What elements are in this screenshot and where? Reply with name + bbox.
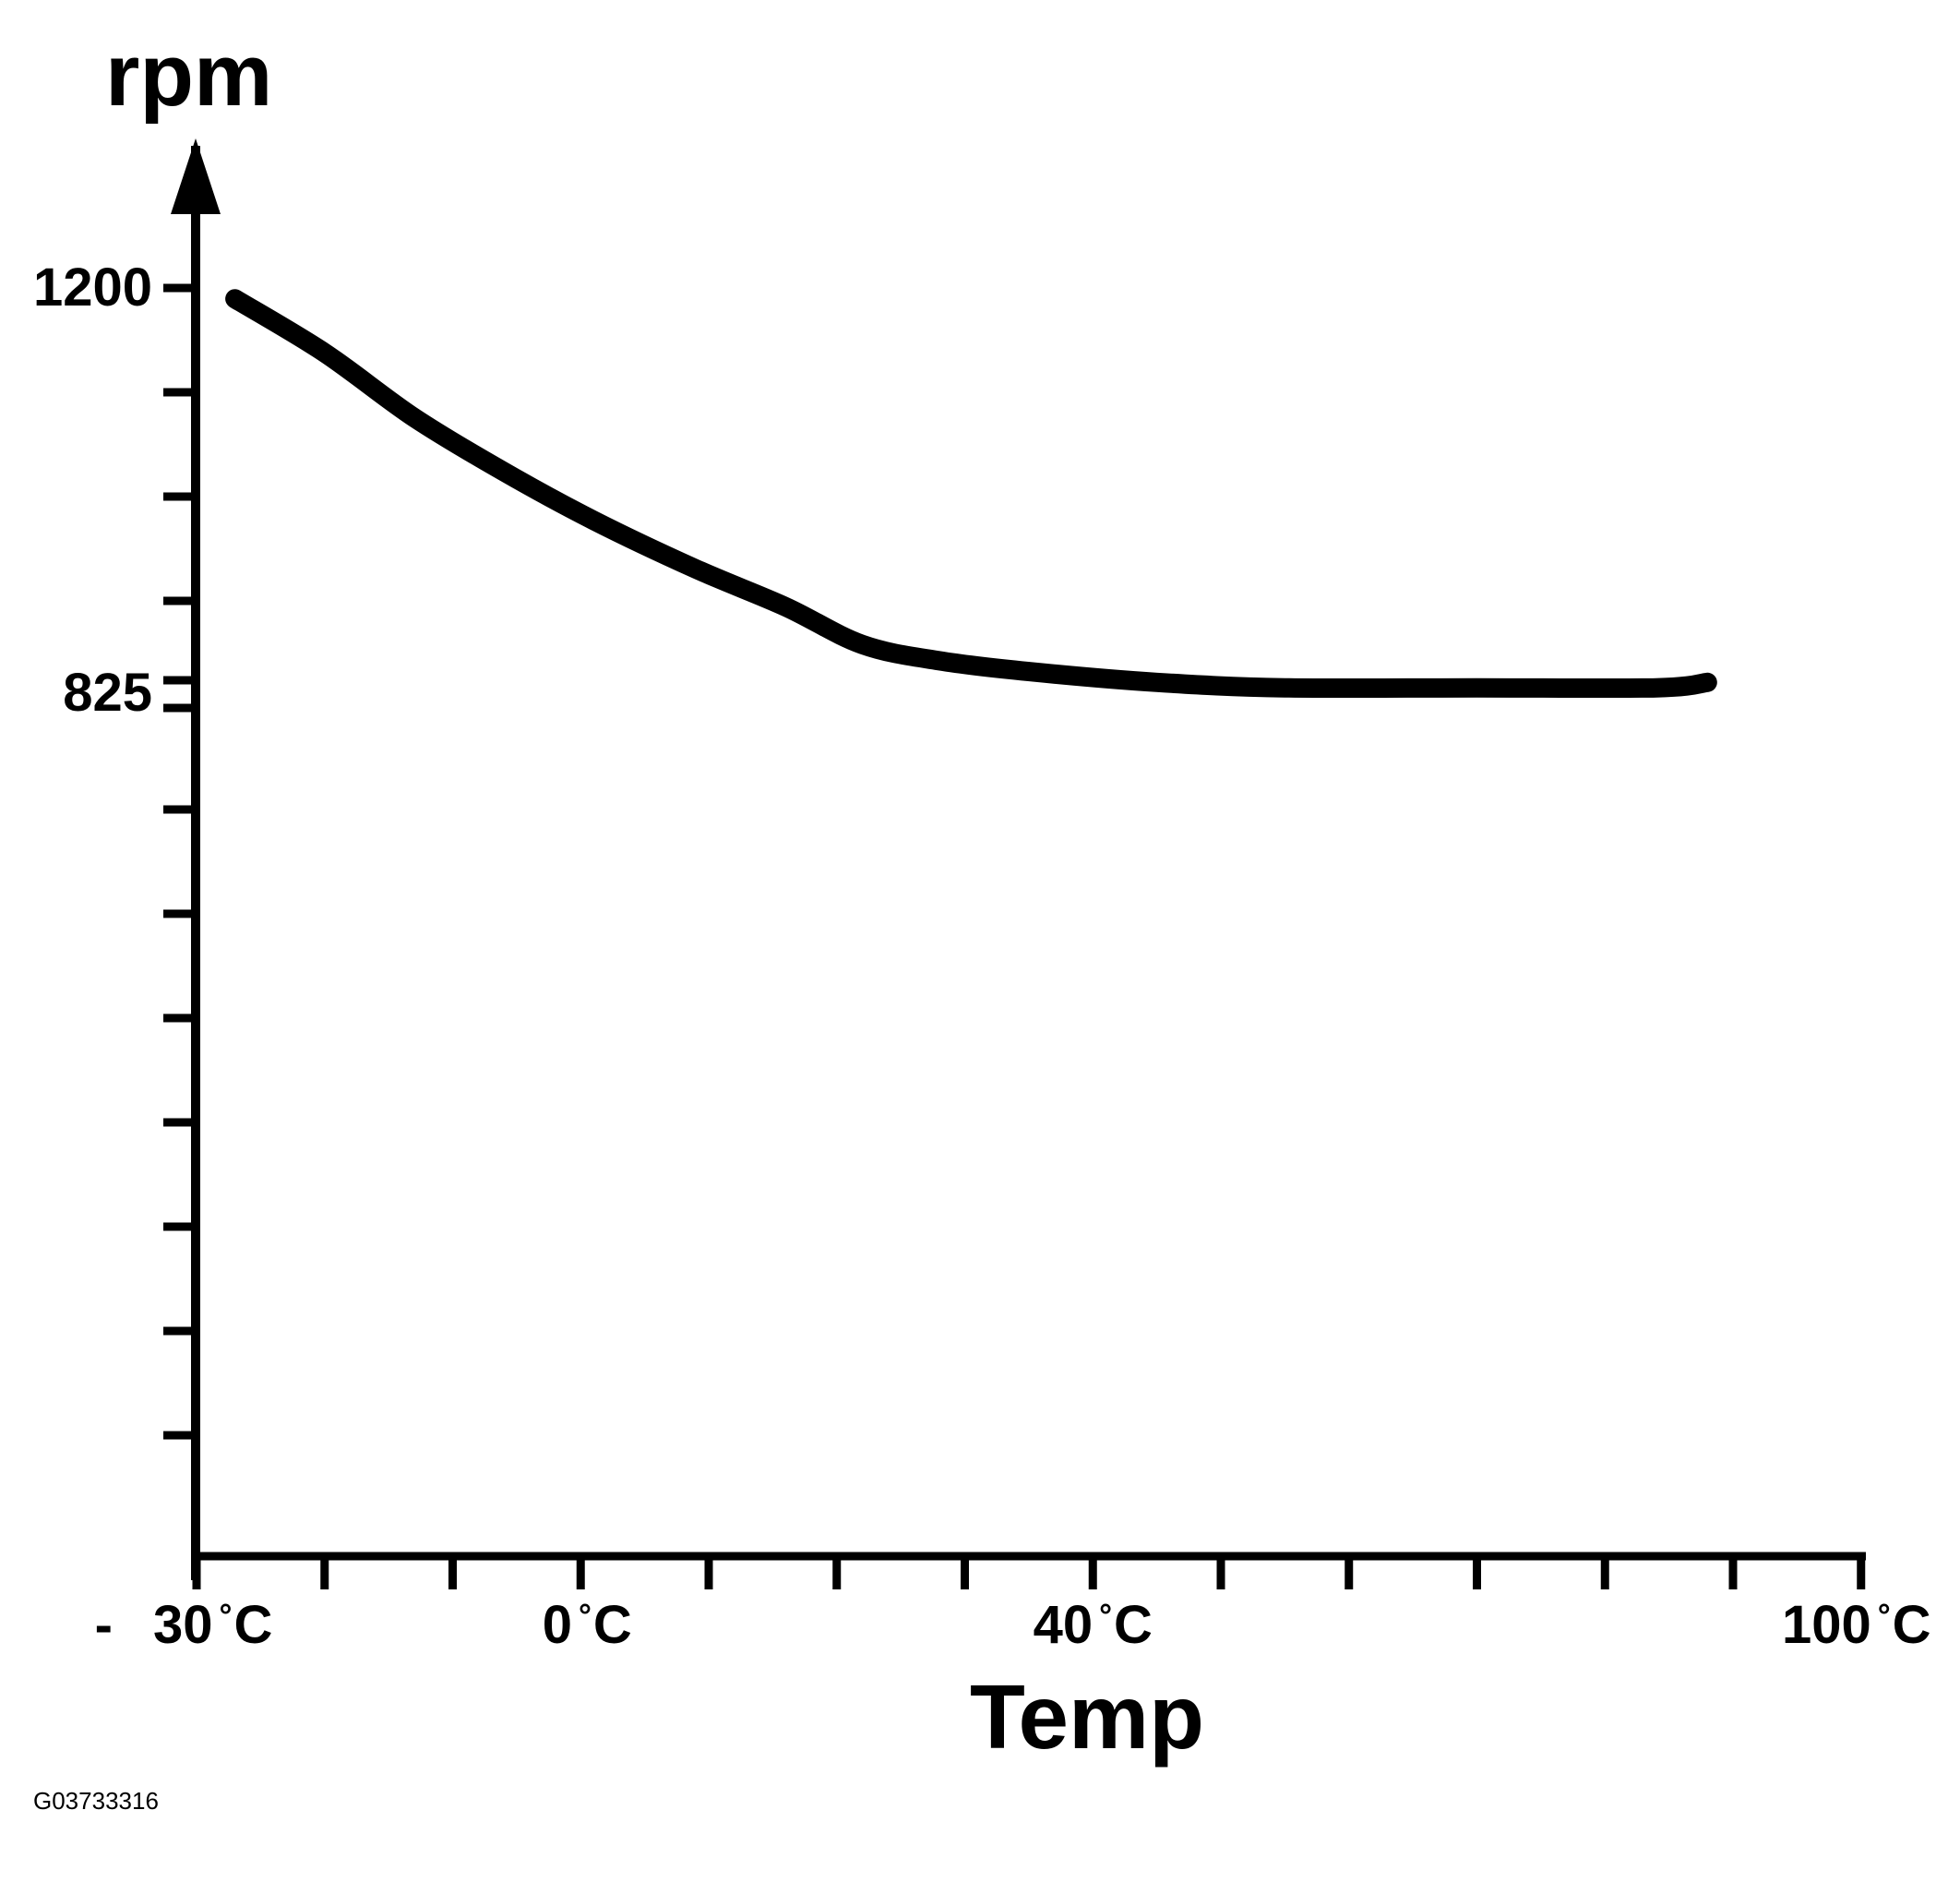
y-tick-label-825: 825 bbox=[63, 663, 152, 723]
x-tick-number: 40 bbox=[1033, 1595, 1094, 1655]
unit-celsius: C bbox=[233, 1595, 273, 1655]
unit-celsius: C bbox=[592, 1595, 632, 1655]
x-tick-number: 30 bbox=[153, 1595, 213, 1655]
unit-celsius: C bbox=[1114, 1595, 1153, 1655]
x-tick-number: 100 bbox=[1781, 1595, 1871, 1655]
x-tick-label-40c: 40 °C bbox=[1034, 1599, 1153, 1652]
y-axis-arrow-icon bbox=[171, 138, 221, 214]
x-tick-label-0c: 0 °C bbox=[543, 1599, 632, 1652]
y-axis-title: rpm bbox=[105, 26, 273, 125]
degree-symbol: ° bbox=[578, 1597, 592, 1634]
x-axis-title: Temp bbox=[969, 1666, 1205, 1768]
x-tick-label-100c: 100 °C bbox=[1782, 1599, 1931, 1652]
data-curve bbox=[225, 289, 1717, 699]
minus-sign: - bbox=[94, 1595, 113, 1655]
x-tick-number: 0 bbox=[542, 1595, 572, 1655]
degree-symbol: ° bbox=[219, 1597, 233, 1634]
unit-celsius: C bbox=[1892, 1595, 1931, 1655]
figure-id-label: G03733316 bbox=[33, 1787, 159, 1815]
degree-symbol: ° bbox=[1877, 1597, 1891, 1634]
x-tick-label-minus30c: -30 °C bbox=[95, 1599, 273, 1652]
y-tick-label-1200: 1200 bbox=[32, 258, 152, 318]
tick-marks bbox=[163, 283, 1866, 1589]
degree-symbol: ° bbox=[1099, 1597, 1113, 1634]
